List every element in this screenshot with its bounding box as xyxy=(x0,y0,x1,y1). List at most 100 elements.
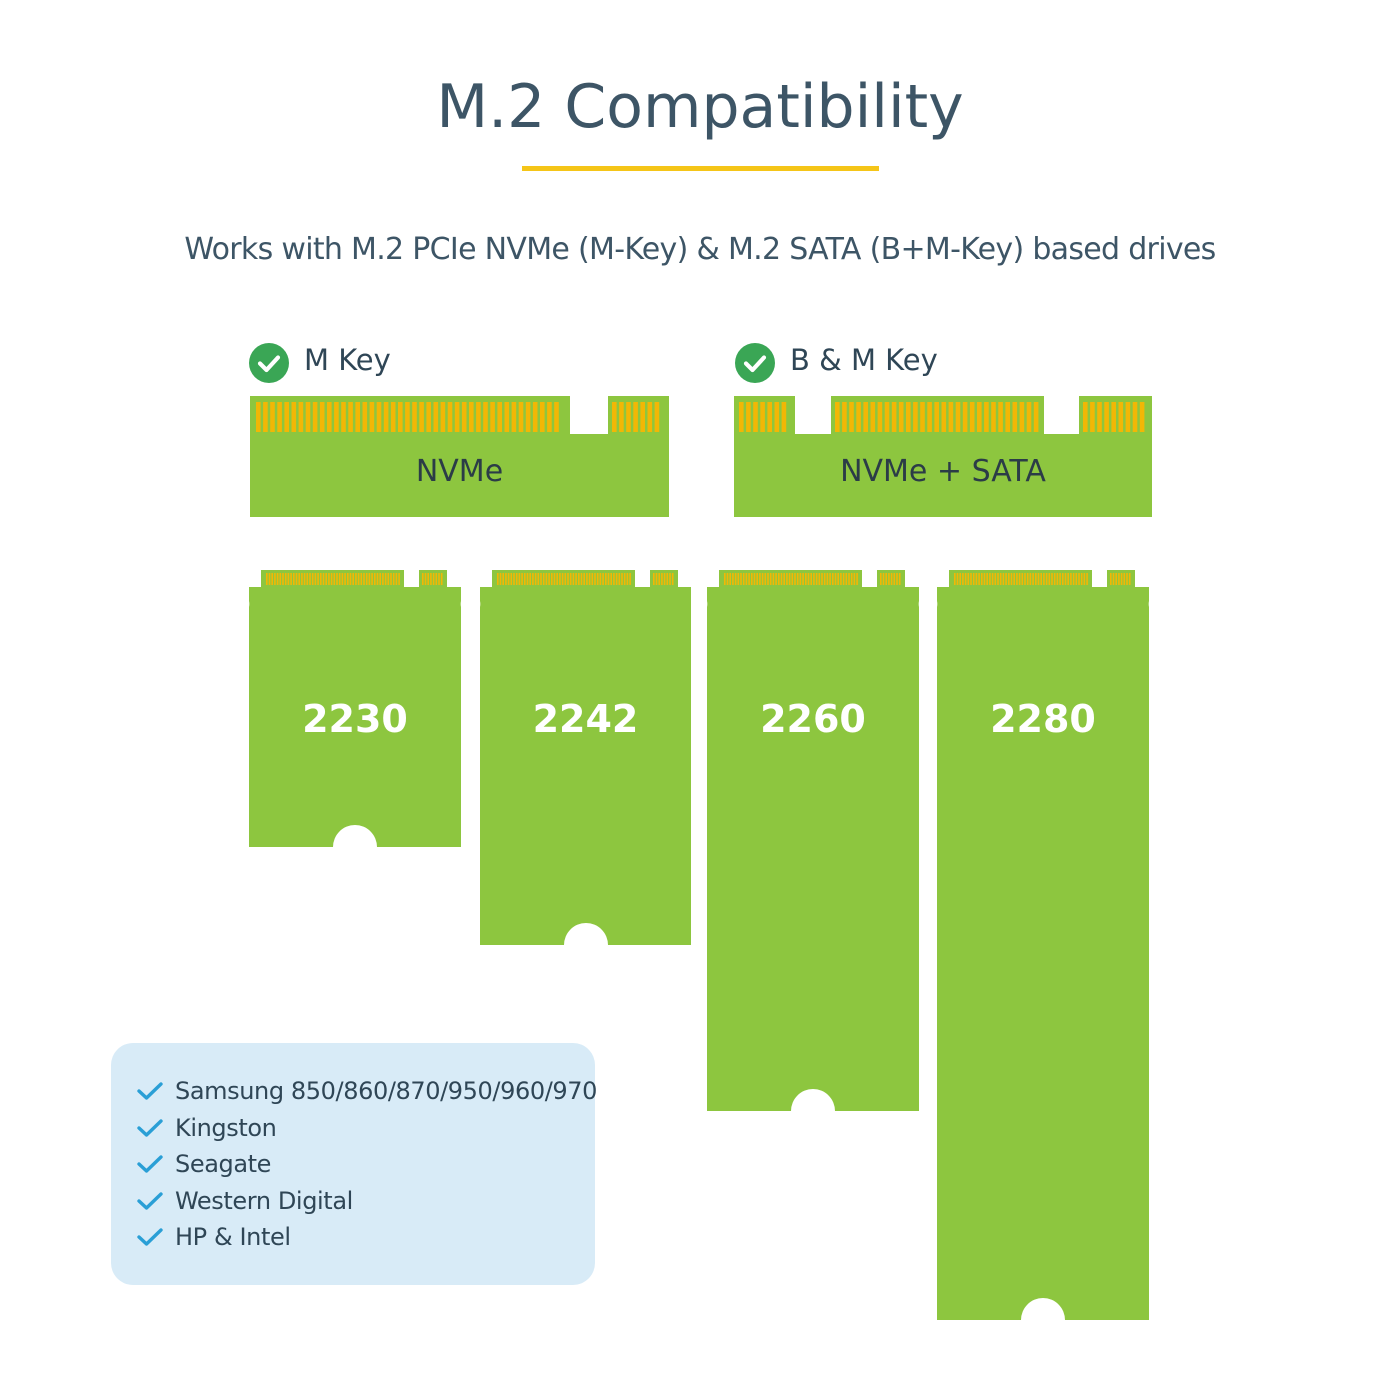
contact-pin xyxy=(369,402,375,432)
contact-pin xyxy=(365,573,368,585)
contact-pin xyxy=(1125,402,1131,432)
contact-pin xyxy=(1104,402,1109,432)
contact-pin xyxy=(826,573,829,585)
contact-pin xyxy=(623,573,626,585)
contact-pin xyxy=(856,573,858,585)
brand-item: HP & Intel xyxy=(137,1219,597,1256)
contact-pin xyxy=(661,573,663,585)
contact-pin xyxy=(312,402,318,432)
brand-name: Samsung 850/860/870/950/960/970 xyxy=(175,1077,597,1105)
contact-pin xyxy=(515,573,518,585)
contact-pin xyxy=(829,573,831,585)
contact-pin xyxy=(293,573,295,585)
contact-pin xyxy=(548,573,550,585)
contact-pin xyxy=(284,402,289,432)
checkmark-icon xyxy=(137,1082,163,1100)
contact-pin xyxy=(654,402,660,432)
contact-pin xyxy=(618,573,621,585)
m-key-connector xyxy=(250,396,669,517)
title-underline xyxy=(522,166,879,171)
contact-pin xyxy=(497,573,499,585)
contact-pin xyxy=(355,573,357,585)
contact-pin xyxy=(989,573,991,585)
contact-pin xyxy=(967,573,970,585)
contact-pin xyxy=(1037,573,1040,585)
drive-board xyxy=(249,570,461,847)
contact-pin xyxy=(379,573,381,585)
contact-pin xyxy=(291,402,297,432)
contact-pin xyxy=(338,573,341,585)
contact-pin xyxy=(780,573,783,585)
contact-pin xyxy=(540,402,545,432)
contact-pin xyxy=(778,573,780,585)
contact-pin xyxy=(856,402,861,432)
contact-pin xyxy=(791,573,794,585)
contact-pin xyxy=(518,402,524,432)
contact-pin xyxy=(327,402,332,432)
contact-pin xyxy=(640,402,645,432)
contact-pin xyxy=(842,573,845,585)
contact-pin xyxy=(783,573,785,585)
contact-pin xyxy=(986,573,988,585)
contact-pin xyxy=(898,402,904,432)
contact-pin xyxy=(521,573,523,585)
contact-pin xyxy=(655,573,658,585)
contact-pin xyxy=(612,402,617,432)
contact-pin xyxy=(669,573,671,585)
contact-pin xyxy=(837,573,839,585)
contact-pin xyxy=(540,573,542,585)
contact-pin xyxy=(256,402,261,432)
contact-pin xyxy=(567,573,569,585)
contact-pin xyxy=(877,402,883,432)
contact-pin xyxy=(556,573,558,585)
drive-size-label: 2260 xyxy=(760,697,866,741)
drive-2280 xyxy=(937,570,1149,1320)
brand-name: HP & Intel xyxy=(175,1223,291,1252)
contact-pin xyxy=(853,573,856,585)
contact-pin xyxy=(769,573,772,585)
contact-pin xyxy=(959,573,961,585)
contact-pin xyxy=(374,573,376,585)
contact-pin xyxy=(920,402,925,432)
contact-pin xyxy=(913,402,918,432)
brand-name: Seagate xyxy=(175,1150,272,1179)
contact-pin xyxy=(344,573,346,585)
contact-pin xyxy=(991,402,996,432)
contact-pin xyxy=(1035,573,1037,585)
contact-pin xyxy=(376,402,382,432)
drive-2230 xyxy=(249,570,461,847)
contact-pin xyxy=(390,402,396,432)
contact-pin xyxy=(788,573,791,585)
contact-pin xyxy=(848,573,850,585)
contact-pin xyxy=(739,402,744,432)
contact-pin xyxy=(764,573,767,585)
contact-pin xyxy=(580,573,583,585)
contact-pin xyxy=(1019,402,1025,432)
contact-pin xyxy=(999,573,1002,585)
contact-pin xyxy=(328,573,330,585)
contact-pin xyxy=(454,402,460,432)
contact-pin xyxy=(390,573,392,585)
contact-pin xyxy=(619,402,624,432)
contact-pin xyxy=(382,573,384,585)
contact-pin xyxy=(896,573,898,585)
contact-pin xyxy=(962,402,968,432)
contact-pin xyxy=(1064,573,1067,585)
contact-pin xyxy=(497,402,502,432)
contact-pin xyxy=(802,573,804,585)
contact-pin xyxy=(991,573,994,585)
contact-pin xyxy=(360,573,363,585)
contact-pin xyxy=(277,402,282,432)
contact-pin xyxy=(596,573,599,585)
contact-pin xyxy=(978,573,980,585)
contact-pin xyxy=(572,573,575,585)
contact-pin xyxy=(1123,573,1126,585)
bm-key-connector xyxy=(734,396,1152,517)
contact-pin xyxy=(760,402,765,432)
contact-pin xyxy=(322,573,325,585)
check-circle-icon xyxy=(249,343,289,383)
contact-pin xyxy=(761,573,764,585)
contact-pin xyxy=(422,573,424,585)
m-key-connector-label: NVMe xyxy=(415,454,504,489)
contact-pin xyxy=(658,573,660,585)
